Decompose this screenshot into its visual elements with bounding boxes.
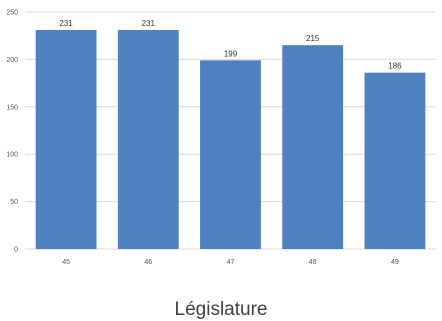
y-axis-tick-labels: 0 50 100 150 200 250 [6,10,18,254]
x-tick-label: 45 [62,259,70,266]
data-label-48: 215 [306,34,320,43]
data-label-47: 199 [224,49,238,58]
data-label-49: 186 [388,62,402,71]
bar-49 [364,72,426,249]
x-axis-tick-labels: 45 46 47 48 49 [62,259,399,266]
x-tick-label: 46 [144,259,152,266]
bar-48 [282,45,344,250]
data-labels: 231 231 199 215 186 [59,19,402,71]
y-tick-label: 0 [14,247,18,254]
y-tick-label: 100 [6,152,18,159]
bar-45 [35,30,97,250]
data-label-46: 231 [142,19,156,28]
y-tick-label: 250 [6,10,18,17]
y-tick-label: 150 [6,104,18,111]
bar-46 [117,30,179,250]
bar-47 [200,60,261,250]
bars [35,30,426,250]
data-label-45: 231 [59,19,73,28]
y-tick-label: 50 [10,199,18,206]
y-tick-label: 200 [6,57,18,64]
x-axis-title: Législature [175,299,268,320]
x-tick-label: 49 [391,259,399,266]
x-tick-label: 47 [227,259,235,266]
x-tick-label: 48 [309,259,317,266]
